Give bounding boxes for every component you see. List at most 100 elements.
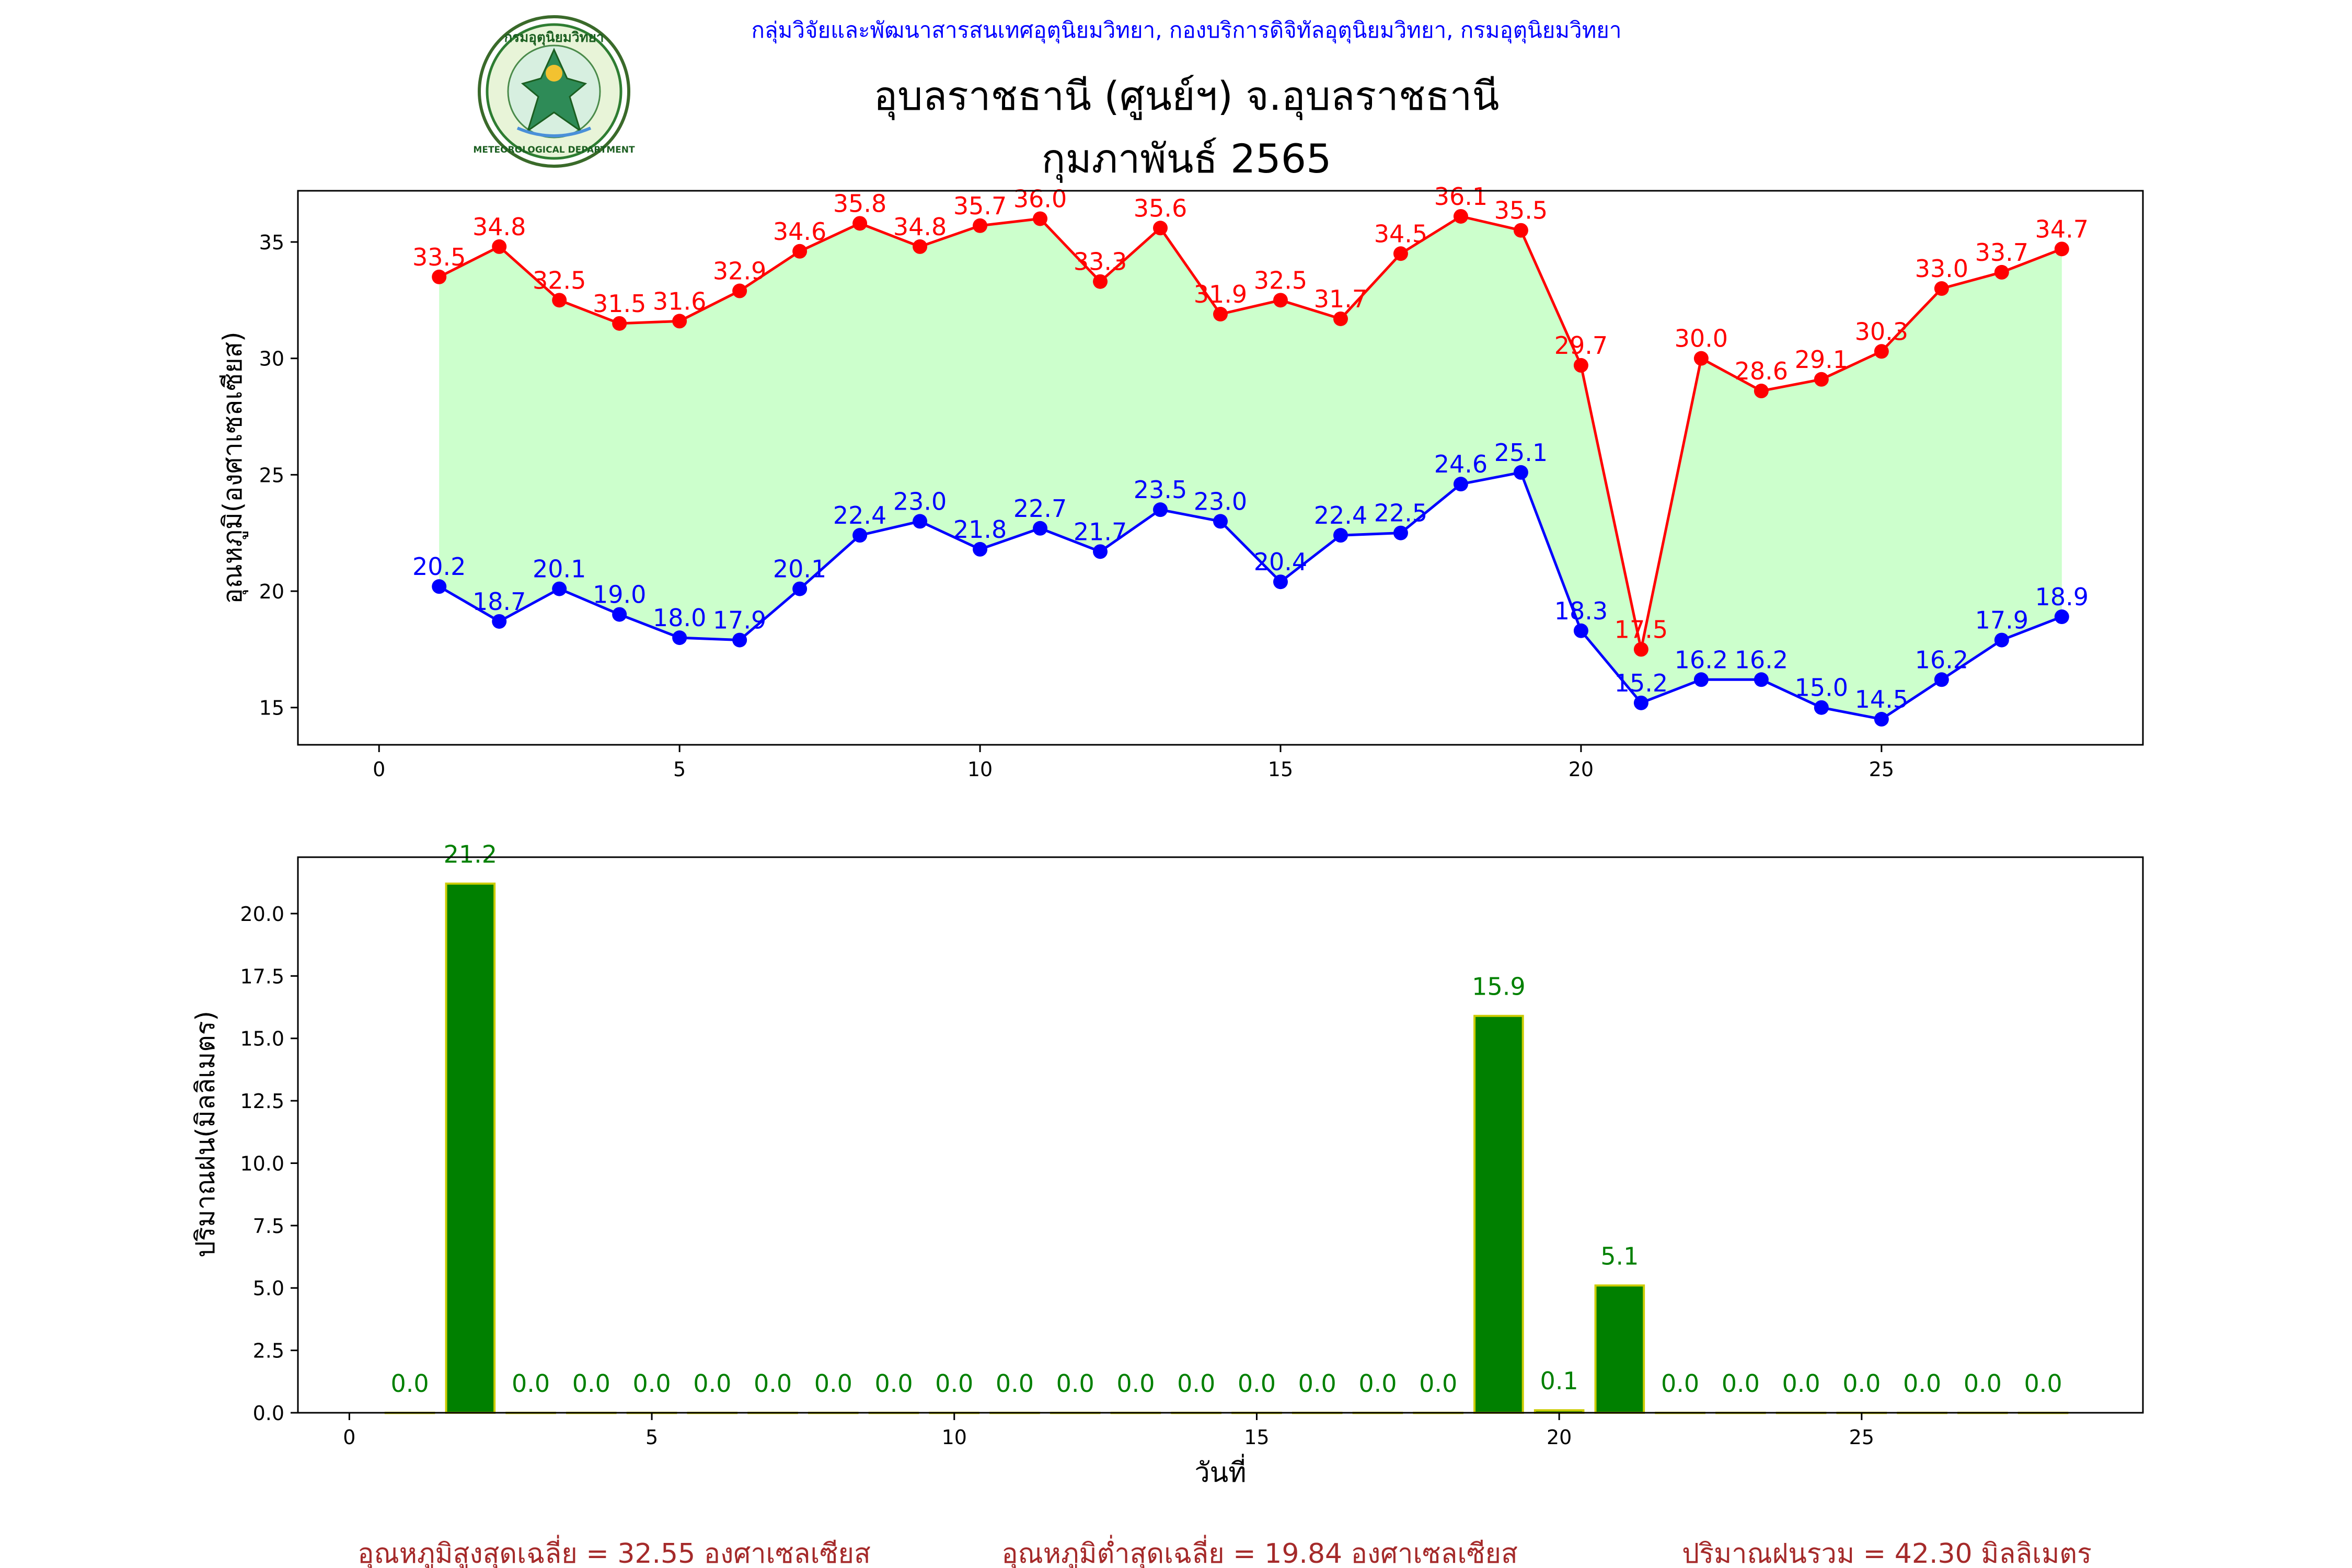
rainfall-bar <box>445 882 496 1414</box>
rainfall-y-tick-label: 5.0 <box>253 1277 284 1300</box>
temperature-y-tick-label: 15 <box>259 697 284 720</box>
rainfall-x-tick-label: 15 <box>1244 1426 1269 1449</box>
summary-max-avg: อุณหภูมิสูงสุดเฉลี่ย = 32.55 องศาเซลเซีย… <box>358 1535 871 1568</box>
min-temperature-label: 20.4 <box>1254 548 1307 576</box>
temperature-y-tick-label: 30 <box>259 348 284 371</box>
dept-logo: กรมอุตุนิยมวิทยา METEOROLOGICAL DEPARTME… <box>473 15 635 168</box>
max-temperature-label: 32.5 <box>1254 266 1307 294</box>
max-temperature-point <box>973 218 988 233</box>
max-temperature-point <box>792 244 808 259</box>
min-temperature-label: 21.8 <box>953 515 1007 544</box>
temperature-x-tick-label: 10 <box>967 758 993 781</box>
logo-text-top: กรมอุตุนิยมวิทยา <box>504 30 604 46</box>
max-temperature-point <box>1153 221 1168 236</box>
min-temperature-label: 23.0 <box>893 487 947 515</box>
min-temperature-point <box>2054 609 2069 625</box>
min-temperature-label: 22.5 <box>1374 499 1427 527</box>
max-temperature-point <box>1934 281 1949 296</box>
rainfall-label: 0.0 <box>1419 1369 1457 1398</box>
min-temperature-label: 18.0 <box>653 604 706 632</box>
min-temperature-label: 17.9 <box>1975 606 2028 635</box>
max-temperature-label: 29.1 <box>1795 345 1848 374</box>
min-temperature-label: 17.9 <box>713 606 766 635</box>
min-temperature-point <box>432 579 447 594</box>
min-temperature-label: 24.6 <box>1434 450 1488 478</box>
max-temperature-label: 28.6 <box>1735 357 1788 385</box>
max-temperature-point <box>1393 246 1408 261</box>
max-temperature-point <box>1573 358 1588 373</box>
max-temperature-label: 31.9 <box>1194 280 1247 308</box>
temperature-y-tick-label: 35 <box>259 231 284 254</box>
min-temperature-point <box>1693 672 1709 687</box>
temperature-range-fill <box>439 216 2062 719</box>
rainfall-label: 0.0 <box>1056 1369 1094 1398</box>
min-temperature-label: 22.4 <box>833 501 886 529</box>
rainfall-y-tick-label: 12.5 <box>240 1090 284 1113</box>
max-temperature-label: 34.8 <box>472 213 526 241</box>
max-temperature-point <box>913 239 928 254</box>
min-temperature-label: 15.0 <box>1795 674 1848 702</box>
max-temperature-point <box>1093 274 1108 289</box>
min-temperature-label: 18.9 <box>2035 583 2089 611</box>
min-temperature-point <box>612 607 627 622</box>
rainfall-label: 0.1 <box>1540 1367 1578 1395</box>
rainfall-label: 0.0 <box>1177 1369 1215 1398</box>
min-temperature-point <box>1994 632 2009 648</box>
rainfall-y-tick-label: 17.5 <box>240 965 284 988</box>
min-temperature-point <box>973 541 988 557</box>
rainfall-label: 0.0 <box>1782 1369 1820 1398</box>
max-temperature-point <box>2054 241 2069 257</box>
min-temperature-point <box>672 630 687 645</box>
station-title: อุบลราชธานี (ศูนย์ฯ) จ.อุบลราชธานี <box>874 73 1500 120</box>
min-temperature-label: 16.2 <box>1915 645 1968 674</box>
rainfall-label: 0.0 <box>512 1369 550 1398</box>
min-temperature-point <box>1934 672 1949 687</box>
max-temperature-point <box>1874 344 1889 359</box>
min-temperature-point <box>1754 672 1769 687</box>
rainfall-x-tick-label: 5 <box>645 1426 658 1449</box>
rainfall-label: 0.0 <box>1661 1369 1699 1398</box>
max-temperature-point <box>1033 211 1048 226</box>
rainfall-label: 0.0 <box>996 1369 1034 1398</box>
rainfall-label: 0.0 <box>874 1369 913 1398</box>
max-temperature-label: 35.6 <box>1134 194 1187 222</box>
max-temperature-label: 35.7 <box>953 192 1007 220</box>
max-temperature-label: 36.1 <box>1434 182 1488 211</box>
rainfall-y-tick-label: 2.5 <box>253 1340 284 1363</box>
max-temperature-label: 33.7 <box>1975 238 2028 267</box>
rainfall-y-tick-label: 10.0 <box>240 1152 284 1175</box>
max-temperature-point <box>732 283 747 298</box>
rainfall-label: 0.0 <box>1964 1369 2002 1398</box>
rainfall-chart: 0.0 21.2 0.0 0.0 0.0 0.0 0.0 0.0 0.0 0.0 0.0 0.0 0.0… <box>190 840 2144 1489</box>
min-temperature-label: 18.7 <box>472 587 526 616</box>
logo-text-bottom: METEOROLOGICAL DEPARTMENT <box>473 145 635 155</box>
min-temperature-point <box>1874 712 1889 727</box>
summary-rain-total: ปริมาณฝนรวม = 42.30 มิลลิเมตร <box>1682 1538 2092 1568</box>
max-temperature-label: 33.5 <box>412 243 466 271</box>
min-temperature-line <box>438 471 2062 721</box>
min-temperature-point <box>1333 528 1348 543</box>
rainfall-x-tick-label: 25 <box>1849 1426 1874 1449</box>
min-temperature-label: 16.2 <box>1675 645 1728 674</box>
min-temperature-point <box>1633 695 1648 710</box>
min-temperature-point <box>1513 465 1528 480</box>
max-temperature-label: 36.0 <box>1013 185 1067 213</box>
rainfall-label: 15.9 <box>1472 973 1525 1001</box>
min-temperature-point <box>492 614 507 629</box>
min-temperature-point <box>913 514 928 529</box>
rainfall-plot-frame <box>297 856 2144 1414</box>
min-temperature-point <box>792 581 808 596</box>
max-temperature-label: 34.5 <box>1374 220 1427 248</box>
max-temperature-point <box>1693 351 1709 366</box>
rainfall-y-tick-label: 7.5 <box>253 1215 284 1238</box>
temperature-y-tick-label: 20 <box>259 580 284 603</box>
min-temperature-label: 23.0 <box>1194 487 1247 515</box>
min-temperature-point <box>1033 521 1048 536</box>
rainfall-label: 0.0 <box>935 1369 973 1398</box>
min-temperature-point <box>1213 514 1228 529</box>
temperature-chart: 33.534.832.531.5 31.632.934.635.834.835.7… <box>217 182 2144 781</box>
rainfall-label: 0.0 <box>391 1369 429 1398</box>
min-temperature-label: 16.2 <box>1735 645 1788 674</box>
max-temperature-label: 31.6 <box>653 287 706 315</box>
